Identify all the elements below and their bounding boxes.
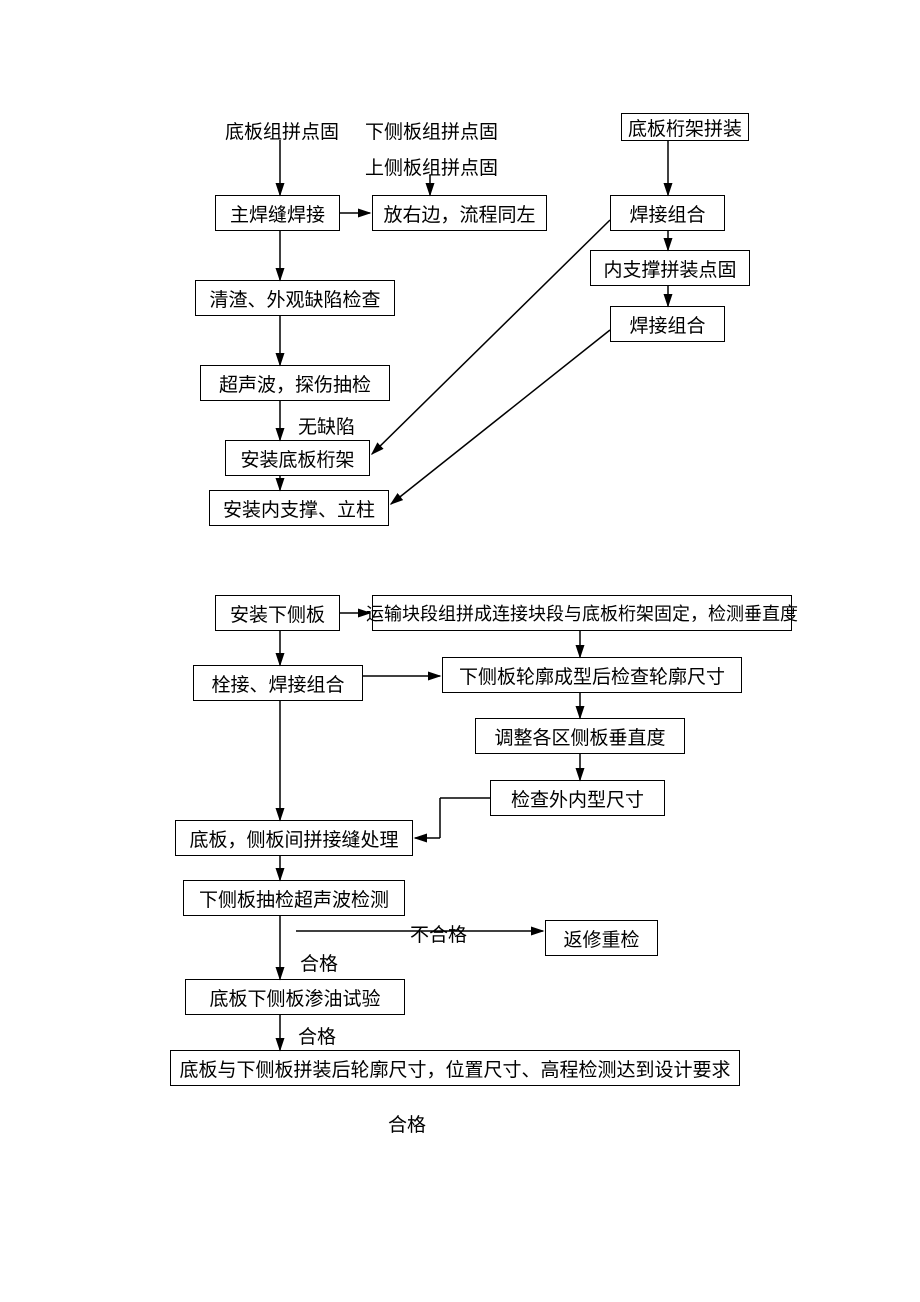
node-lower-ut: 下侧板抽检超声波检测 [183,880,405,916]
node-install-truss: 安装底板桁架 [225,440,370,476]
node-main-weld: 主焊缝焊接 [215,195,340,231]
label-pass-2: 合格 [298,1022,336,1049]
node-seam-treat: 底板，侧板间拼接缝处理 [175,820,413,856]
node-weld-combo-1: 焊接组合 [610,195,725,231]
node-lower-profile-check: 下侧板轮廓成型后检查轮廓尺寸 [442,657,742,693]
label-pass-1: 合格 [300,949,338,976]
node-weld-combo-2: 焊接组合 [610,306,725,342]
node-clean-check: 清渣、外观缺陷检查 [195,280,395,316]
node-check-dims: 检查外内型尺寸 [490,780,665,816]
node-install-inner: 安装内支撑、立柱 [209,490,389,526]
label-top1: 底板组拼点固 [225,117,339,144]
label-fail: 不合格 [410,920,467,947]
label-no-defect: 无缺陷 [298,412,355,439]
node-oil-test: 底板下侧板渗油试验 [185,979,405,1015]
node-bolt-weld: 栓接、焊接组合 [193,665,363,701]
label-top3: 上侧板组拼点固 [365,153,498,180]
node-final-check: 底板与下侧板拼装后轮廓尺寸，位置尺寸、高程检测达到设计要求 [170,1050,740,1086]
node-rework: 返修重检 [545,920,658,956]
label-top2: 下侧板组拼点固 [365,117,498,144]
node-ultrasonic: 超声波，探伤抽检 [200,365,390,401]
node-inner-support-fix: 内支撑拼装点固 [590,250,750,286]
node-transport-block: 运输块段组拼成连接块段与底板桁架固定，检测垂直度 [372,595,792,631]
node-adjust-vertical: 调整各区侧板垂直度 [475,718,685,754]
label-pass-3: 合格 [388,1110,426,1137]
node-flow-note: 放右边，流程同左 [372,195,547,231]
node-install-lower-side: 安装下侧板 [215,595,340,631]
node-truss-assembly: 底板桁架拼装 [621,113,749,141]
